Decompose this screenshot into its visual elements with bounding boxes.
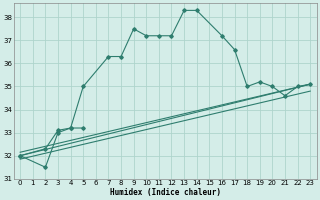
X-axis label: Humidex (Indice chaleur): Humidex (Indice chaleur) xyxy=(110,188,221,197)
